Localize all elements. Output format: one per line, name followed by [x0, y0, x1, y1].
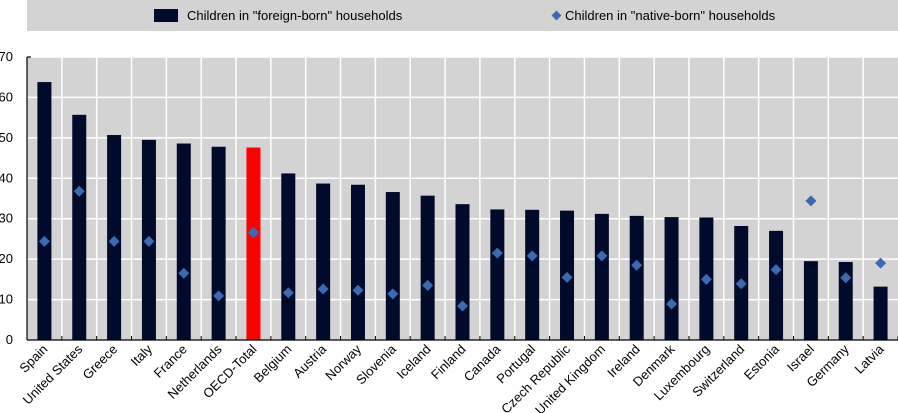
x-tick-label: Latvia: [852, 341, 888, 377]
legend-label-native-born: Children in "native-born" households: [565, 8, 776, 23]
bar-oecd-total: [246, 147, 261, 340]
bar-israel: [803, 261, 818, 340]
marker-austria: [317, 283, 329, 295]
bar-norway: [350, 184, 365, 340]
marker-canada: [491, 247, 503, 259]
marker-spain: [38, 235, 50, 247]
bar-united-kingdom: [594, 213, 609, 340]
bar-latvia: [873, 286, 888, 340]
bar-series: [37, 82, 888, 341]
bar-portugal: [525, 209, 540, 340]
bar-france: [176, 143, 191, 340]
marker-united-kingdom: [596, 250, 608, 262]
legend-bar-swatch-icon: [154, 9, 178, 22]
x-tick-label: Iceland: [394, 342, 434, 382]
x-tick-label: Belgium: [251, 342, 295, 386]
marker-slovenia: [387, 288, 399, 300]
bar-united-states: [72, 114, 87, 340]
y-axis-ticks: 0 10 20 30 40 50 60 70: [0, 49, 13, 347]
marker-israel: [805, 195, 817, 207]
y-tick-label: 10: [0, 292, 13, 307]
marker-denmark: [666, 298, 678, 310]
axes: [26, 56, 898, 341]
marker-portugal: [526, 250, 538, 262]
marker-latvia: [875, 257, 887, 269]
marker-oecd-total: [247, 226, 259, 238]
legend-item-native-born: Children in "native-born" households: [551, 8, 775, 23]
legend-item-foreign-born: Children in "foreign-born" households: [154, 8, 402, 23]
bar-spain: [37, 82, 52, 341]
bar-estonia: [769, 230, 784, 340]
marker-italy: [143, 235, 155, 247]
legend-label-foreign-born: Children in "foreign-born" households: [187, 8, 403, 23]
y-tick-label: 30: [0, 211, 13, 226]
marker-finland: [457, 300, 468, 312]
x-tick-label: Greece: [79, 342, 120, 383]
marker-united-states: [73, 185, 85, 197]
marker-greece: [108, 235, 120, 247]
marker-france: [178, 267, 190, 279]
marker-norway: [352, 284, 364, 296]
x-tick-label: Italy: [128, 341, 156, 369]
y-tick-label: 40: [0, 170, 13, 185]
y-tick-label: 0: [6, 332, 13, 347]
marker-estonia: [770, 264, 782, 276]
bar-austria: [316, 183, 331, 340]
bar-canada: [490, 209, 505, 340]
bar-ireland: [629, 215, 644, 340]
bar-slovenia: [385, 192, 400, 340]
marker-luxembourg: [700, 273, 712, 285]
y-tick-label: 20: [0, 251, 13, 266]
y-tick-label: 60: [0, 89, 13, 104]
marker-ireland: [631, 259, 643, 271]
bar-finland: [455, 204, 470, 340]
bar-belgium: [281, 173, 296, 340]
marker-czech-republic: [561, 271, 573, 283]
marker-series: [38, 185, 887, 312]
bar-netherlands: [211, 146, 226, 340]
marker-iceland: [422, 279, 434, 291]
marker-germany: [840, 272, 852, 284]
x-tick-label: Slovenia: [353, 341, 399, 387]
bar-germany: [838, 261, 853, 340]
bar-iceland: [420, 195, 435, 340]
marker-switzerland: [735, 278, 747, 290]
marker-belgium: [282, 287, 294, 299]
y-tick-label: 70: [0, 49, 13, 64]
y-tick-label: 50: [0, 130, 13, 145]
bar-denmark: [664, 217, 679, 340]
chart-legend: Children in "foreign-born" households Ch…: [27, 0, 898, 31]
marker-netherlands: [213, 290, 225, 302]
x-tick-label: Estonia: [741, 341, 783, 383]
